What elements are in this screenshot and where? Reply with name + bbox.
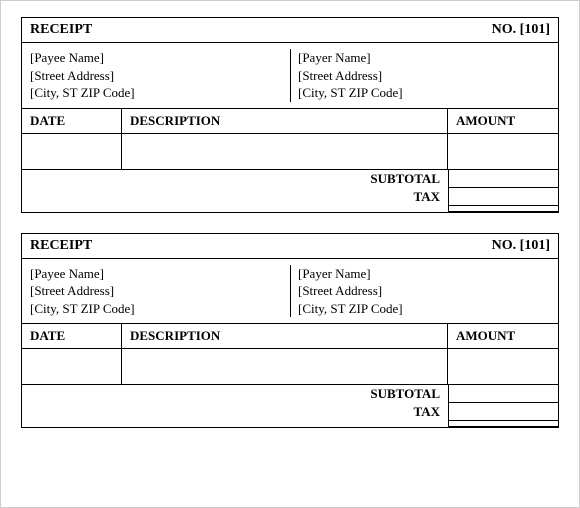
payee-name: [Payee Name] [30, 265, 282, 283]
payer-city: [City, ST ZIP Code] [298, 84, 550, 102]
tax-value [449, 188, 558, 206]
receipt-number: NO. [101] [492, 22, 550, 38]
payee-city: [City, ST ZIP Code] [30, 84, 282, 102]
totals-section: SUBTOTAL TAX [22, 170, 558, 212]
tax-label: TAX [338, 403, 440, 421]
cell-amount [448, 349, 558, 384]
payee-block: [Payee Name] [Street Address] [City, ST … [22, 47, 290, 104]
payer-street: [Street Address] [298, 67, 550, 85]
subtotal-value [449, 385, 558, 403]
payer-block: [Payer Name] [Street Address] [City, ST … [290, 47, 558, 104]
col-amount-header: AMOUNT [448, 109, 558, 133]
address-section: [Payee Name] [Street Address] [City, ST … [22, 259, 558, 325]
payee-street: [Street Address] [30, 282, 282, 300]
tax-label: TAX [338, 188, 440, 206]
col-description-header: DESCRIPTION [122, 324, 448, 348]
receipt-title: RECEIPT [30, 238, 92, 254]
col-date-header: DATE [22, 324, 122, 348]
cell-description [122, 349, 448, 384]
subtotal-value [449, 170, 558, 188]
payee-name: [Payee Name] [30, 49, 282, 67]
receipt-number: NO. [101] [492, 238, 550, 254]
payer-city: [City, ST ZIP Code] [298, 300, 550, 318]
table-row [22, 349, 558, 385]
total-line [449, 206, 558, 212]
subtotal-label: SUBTOTAL [338, 385, 440, 403]
payer-street: [Street Address] [298, 282, 550, 300]
table-header: DATE DESCRIPTION AMOUNT [22, 324, 558, 349]
receipt-2: RECEIPT NO. [101] [Payee Name] [Street A… [21, 233, 559, 429]
payee-city: [City, ST ZIP Code] [30, 300, 282, 318]
table-row [22, 134, 558, 170]
cell-amount [448, 134, 558, 169]
subtotal-label: SUBTOTAL [338, 170, 440, 188]
totals-values [448, 170, 558, 212]
col-description-header: DESCRIPTION [122, 109, 448, 133]
payer-name: [Payer Name] [298, 49, 550, 67]
total-line [449, 421, 558, 427]
table-header: DATE DESCRIPTION AMOUNT [22, 109, 558, 134]
receipt-header: RECEIPT NO. [101] [22, 234, 558, 259]
col-amount-header: AMOUNT [448, 324, 558, 348]
col-date-header: DATE [22, 109, 122, 133]
payee-block: [Payee Name] [Street Address] [City, ST … [22, 263, 290, 320]
cell-description [122, 134, 448, 169]
payer-name: [Payer Name] [298, 265, 550, 283]
receipt-header: RECEIPT NO. [101] [22, 18, 558, 43]
totals-values [448, 385, 558, 427]
receipt-title: RECEIPT [30, 22, 92, 38]
cell-date [22, 349, 122, 384]
payer-block: [Payer Name] [Street Address] [City, ST … [290, 263, 558, 320]
totals-section: SUBTOTAL TAX [22, 385, 558, 427]
cell-date [22, 134, 122, 169]
tax-value [449, 403, 558, 421]
payee-street: [Street Address] [30, 67, 282, 85]
receipt-1: RECEIPT NO. [101] [Payee Name] [Street A… [21, 17, 559, 213]
address-section: [Payee Name] [Street Address] [City, ST … [22, 43, 558, 109]
